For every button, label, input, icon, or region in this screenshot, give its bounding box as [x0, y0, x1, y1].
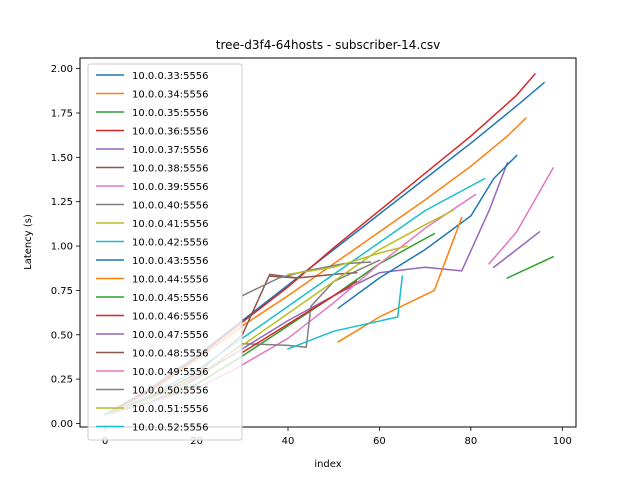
x-tick-label: 60 — [373, 436, 386, 447]
y-tick-label: 1.75 — [51, 108, 73, 119]
chart-title: tree-d3f4-64hosts - subscriber-14.csv — [216, 38, 440, 52]
y-tick-label: 1.00 — [51, 242, 73, 253]
legend-label: 10.0.0.47:5556 — [132, 330, 209, 341]
legend-label: 10.0.0.35:5556 — [132, 108, 209, 119]
series-line-13 — [506, 255, 555, 279]
legend-label: 10.0.0.42:5556 — [132, 238, 209, 249]
series-line-11 — [337, 154, 518, 310]
legend-label: 10.0.0.41:5556 — [132, 219, 209, 230]
y-tick-label: 0.50 — [51, 330, 73, 341]
legend: 10.0.0.33:5556 10.0.0.34:5556 10.0.0.35:55… — [87, 63, 243, 441]
y-tick-label: 0.25 — [51, 375, 73, 386]
legend-label: 10.0.0.39:5556 — [132, 182, 209, 193]
x-tick-label: 0 — [102, 436, 108, 447]
legend-label: 10.0.0.33:5556 — [132, 71, 209, 82]
y-tick-label: 1.50 — [51, 153, 73, 164]
legend-label: 10.0.0.51:5556 — [132, 404, 209, 415]
series-line-17 — [488, 166, 555, 265]
legend-label: 10.0.0.43:5556 — [132, 256, 209, 267]
legend-label: 10.0.0.45:5556 — [132, 293, 209, 304]
plot-area-frame — [79, 57, 577, 428]
series-line-14 — [241, 280, 358, 354]
legend-label: 10.0.0.37:5556 — [132, 145, 209, 156]
legend-label: 10.0.0.40:5556 — [132, 201, 209, 212]
legend-label: 10.0.0.38:5556 — [132, 164, 209, 175]
y-tick-label: 1.25 — [51, 197, 73, 208]
legend-label: 10.0.0.50:5556 — [132, 386, 209, 397]
legend-box — [87, 63, 243, 441]
y-axis-label: Latency (s) — [23, 214, 34, 270]
x-tick-label: 40 — [282, 436, 295, 447]
legend-label: 10.0.0.49:5556 — [132, 367, 209, 378]
series-line-19 — [287, 245, 408, 276]
x-tick-label: 100 — [553, 436, 572, 447]
x-axis-label: index — [314, 459, 341, 470]
series-line-15 — [492, 230, 541, 269]
x-tick-label: 20 — [190, 436, 203, 447]
y-tick-label: 2.00 — [51, 64, 73, 75]
legend-label: 10.0.0.48:5556 — [132, 349, 209, 360]
legend-label: 10.0.0.34:5556 — [132, 90, 209, 101]
legend-label: 10.0.0.44:5556 — [132, 275, 209, 286]
y-tick-label: 0.75 — [51, 286, 73, 297]
legend-label: 10.0.0.46:5556 — [132, 312, 209, 323]
legend-label: 10.0.0.36:5556 — [132, 127, 209, 138]
series-line-20 — [287, 275, 404, 350]
x-tick-label: 80 — [464, 436, 477, 447]
legend-label: 10.0.0.52:5556 — [132, 423, 209, 434]
y-tick-label: 0.00 — [51, 419, 73, 430]
y-axis: 0.00 0.25 0.50 0.75 1.00 1.25 1.50 1.75 2.00 — [51, 64, 80, 430]
series-line-12 — [337, 216, 463, 343]
